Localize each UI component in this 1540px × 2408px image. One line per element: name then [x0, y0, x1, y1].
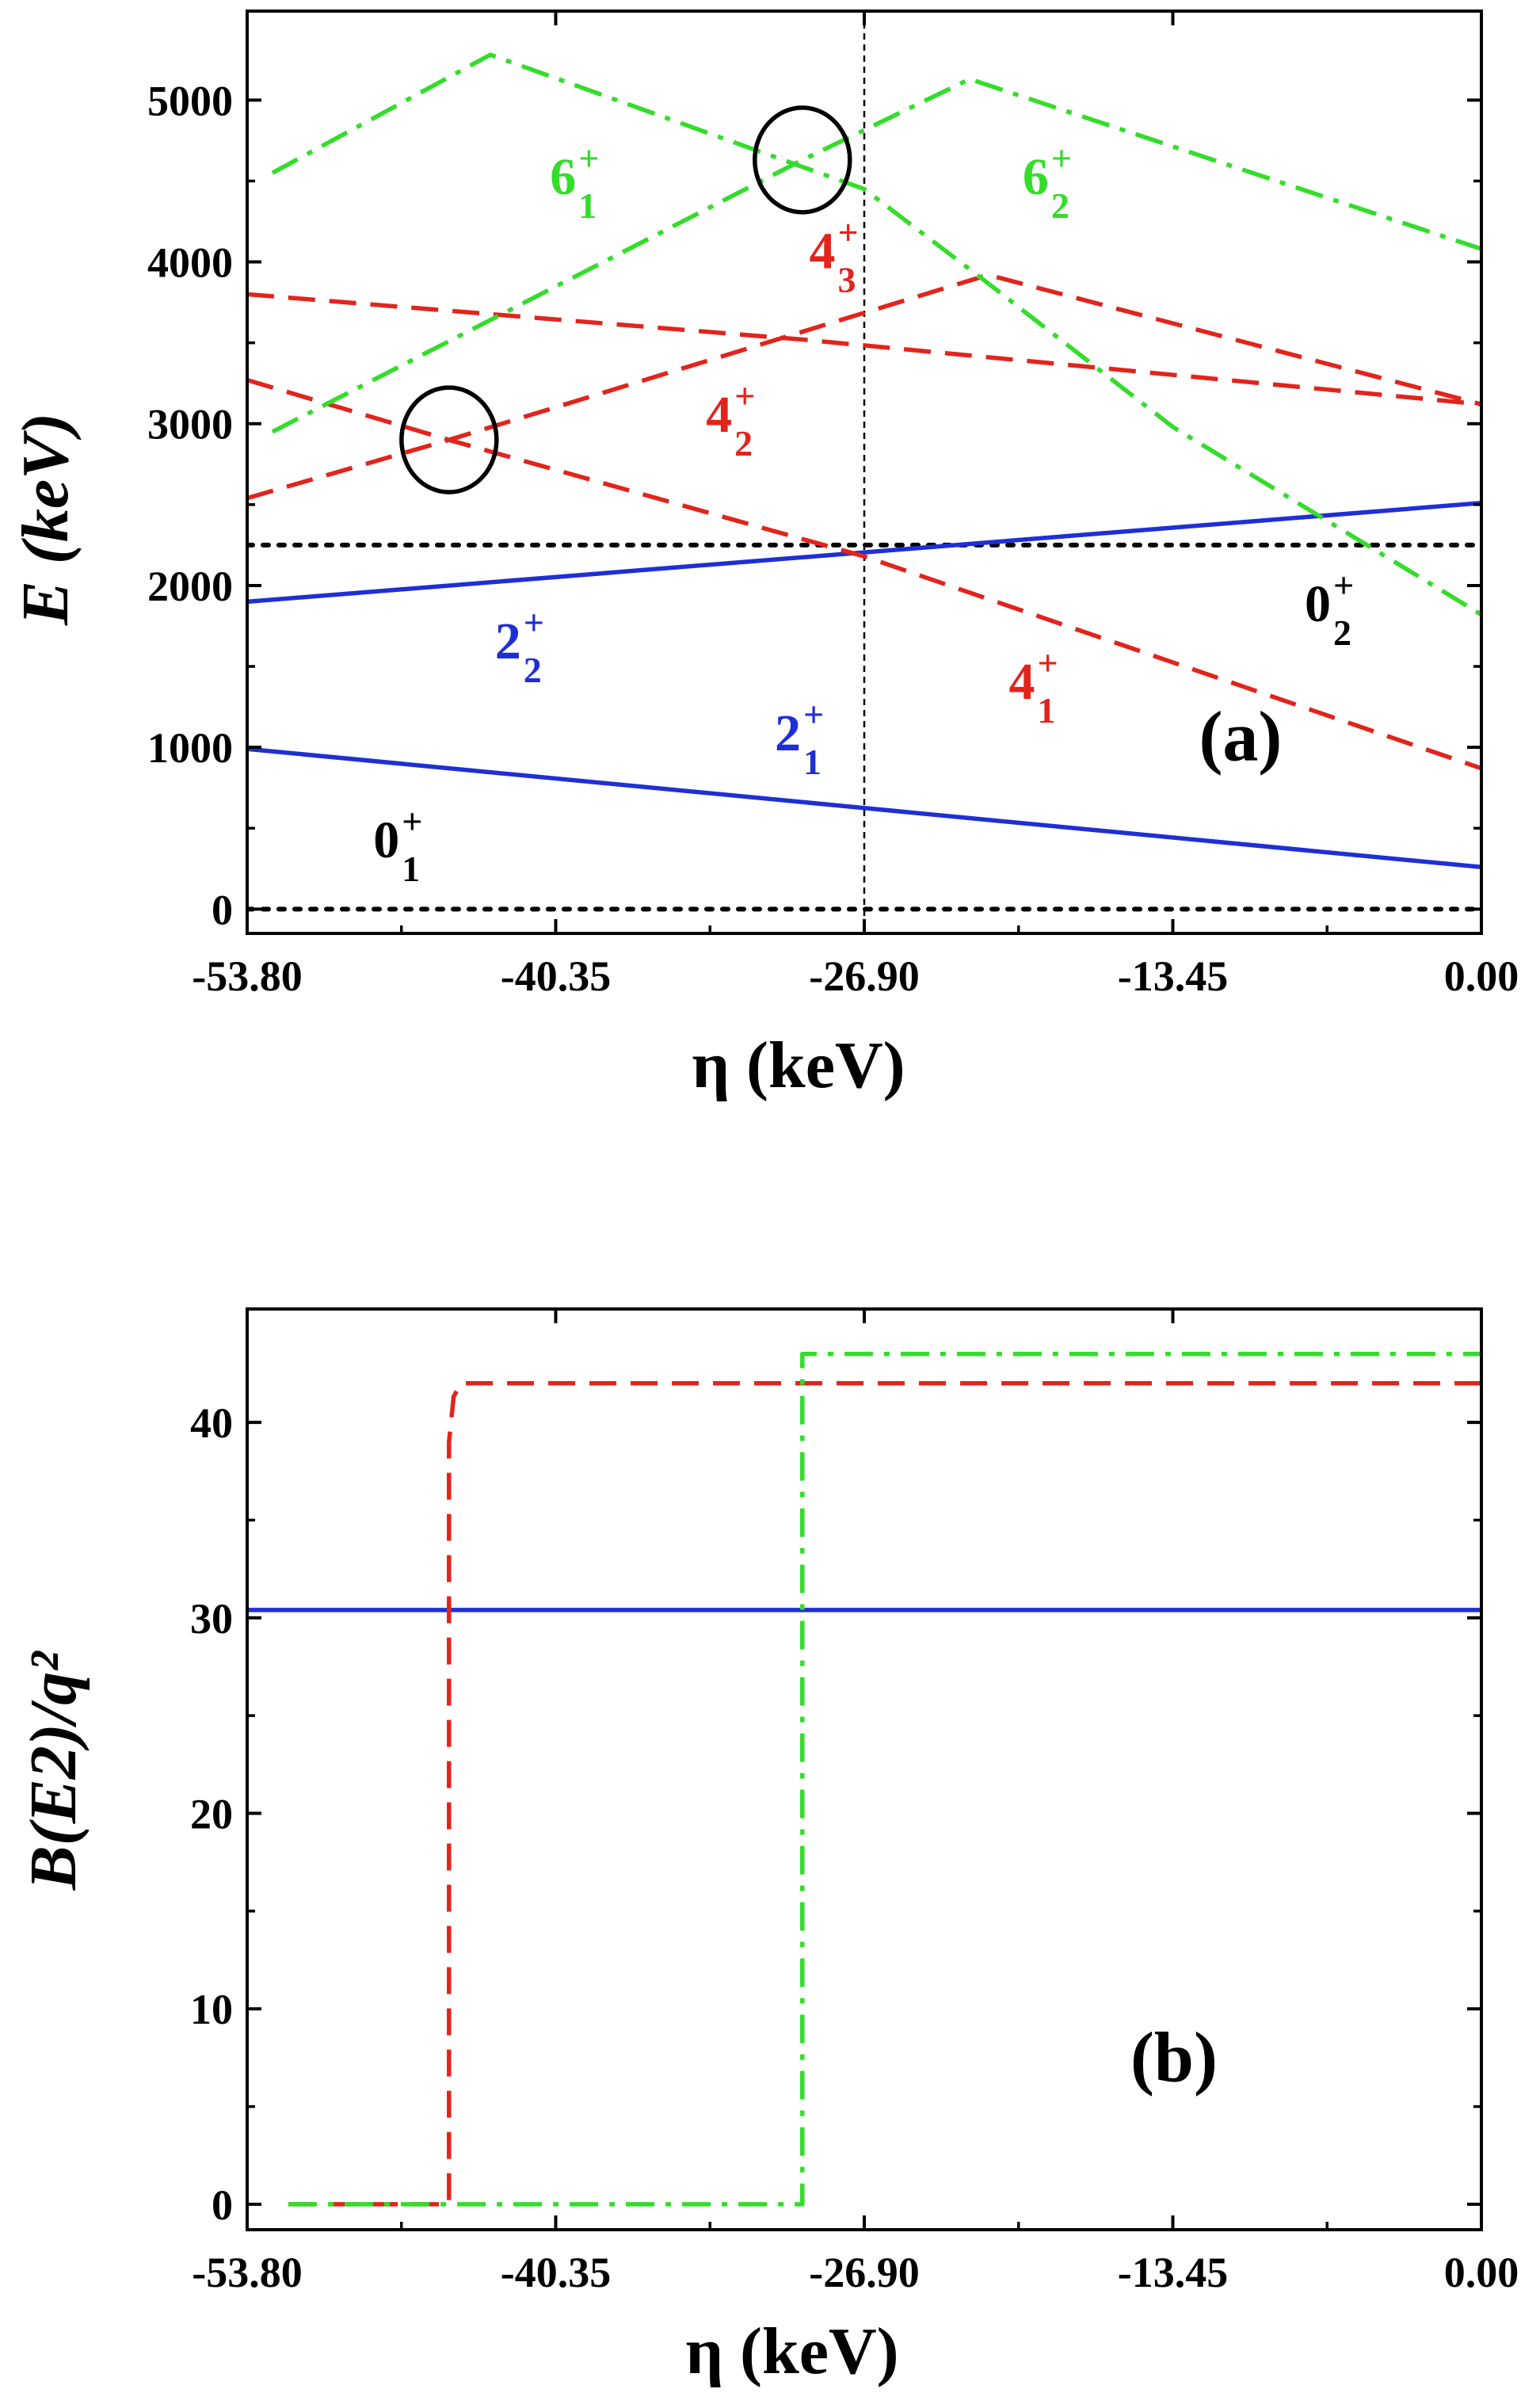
a-series-4_a [247, 377, 1481, 771]
a-y-tick-label: 0 [212, 886, 233, 933]
b-y-tick-label: 20 [190, 1791, 233, 1838]
a-series-4_c [247, 292, 1481, 406]
label-2-2-main: 2 [495, 612, 521, 670]
label-2-1-main: 2 [775, 704, 801, 762]
label-2-2-sup: + [524, 602, 544, 643]
label-4-1: 4 +1 [1008, 643, 1058, 731]
a-x-tick-label: -13.45 [1118, 952, 1228, 1000]
panel-a-tag: (a) [1199, 697, 1282, 776]
label-0-2: 0 +2 [1305, 565, 1354, 653]
label-0-1-sub: 1 [402, 849, 420, 889]
a-series-6_a [271, 52, 1481, 617]
label-4-2: 4 +2 [706, 376, 755, 464]
label-0-2-sub: 2 [1333, 612, 1351, 653]
label-4-2-sub: 2 [734, 423, 753, 464]
b-y-tick-label: 10 [190, 1986, 233, 2033]
label-4-3-main: 4 [809, 223, 835, 280]
panel-b-y-ticks: 0 10 20 30 40 [190, 1399, 1481, 2229]
a-crossing-circle [399, 385, 499, 494]
panel-a-x-axis-title: η (keV) [692, 1028, 905, 1102]
label-6-1-main: 6 [550, 148, 576, 206]
a-x-tick-label: -53.80 [192, 952, 302, 1000]
label-6-2-main: 6 [1023, 148, 1049, 206]
label-2-2-sub: 2 [524, 650, 542, 690]
label-4-1-sub: 1 [1037, 690, 1055, 731]
a-series-2_1 [247, 746, 1481, 870]
a-y-tick-label: 1000 [147, 724, 233, 772]
panel-b-tag: (b) [1130, 2019, 1218, 2097]
b-y-tick-label: 0 [212, 2181, 233, 2229]
b-series-group [247, 1351, 1481, 2207]
label-6-2-sup: + [1051, 138, 1072, 178]
label-6-2: 6 +2 [1023, 138, 1072, 226]
label-4-3-sub: 3 [837, 260, 856, 300]
label-0-1-main: 0 [373, 811, 399, 869]
label-4-2-sup: + [734, 376, 755, 416]
a-series-6_b [271, 77, 1481, 434]
label-6-1-sup: + [578, 138, 599, 178]
a-y-tick-label: 3000 [147, 401, 233, 448]
label-6-1: 6 +1 [550, 138, 599, 226]
panel-a-y-ticks: 0 1000 2000 3000 4000 5000 [147, 77, 1481, 933]
panel-a-level-labels: 6 +1 6 +24 +34 +24 +10 +22 +22 +10 +1 [373, 138, 1354, 889]
label-4-3-sup: + [837, 212, 858, 253]
label-6-1-sub: 1 [578, 185, 597, 226]
b-x-tick-label: -40.35 [501, 2249, 611, 2296]
a-x-tick-label: 0.00 [1444, 952, 1519, 1000]
a-crossing-circle [753, 105, 852, 215]
b-y-tick-label: 30 [190, 1595, 233, 1643]
b-x-tick-label: -13.45 [1118, 2249, 1228, 2296]
label-4-3: 4 +3 [809, 212, 858, 300]
panel-a-plot-area [246, 10, 1483, 935]
a-y-tick-label: 2000 [147, 563, 233, 610]
label-2-1: 2 +1 [775, 694, 824, 782]
a-x-tick-label: -26.90 [809, 952, 919, 1000]
panel-a-y-axis-title: E (keV) [9, 413, 82, 626]
panel-a: -53.80 -40.35 -26.90 -13.45 0.00 01000200030… [9, 10, 1519, 1102]
a-series-4_b [247, 273, 1481, 501]
label-4-1-sup: + [1037, 643, 1058, 683]
a-y-tick-label: 4000 [147, 239, 233, 287]
label-6-2-sub: 2 [1051, 185, 1069, 226]
b-x-tick-label: -26.90 [809, 2249, 919, 2296]
panel-a-x-ticks: -53.80 -40.35 -26.90 -13.45 0.00 [192, 11, 1519, 1000]
label-2-2: 2 +2 [495, 602, 544, 690]
b-y-tick-label: 40 [190, 1399, 233, 1447]
label-2-1-sub: 1 [803, 742, 821, 782]
b-x-tick-label: -53.80 [192, 2249, 302, 2296]
label-2-1-sup: + [803, 694, 824, 735]
label-4-2-main: 4 [706, 386, 732, 444]
b-x-tick-label: 0.00 [1444, 2249, 1519, 2296]
panel-b-x-ticks: -53.80 -40.35 -26.90 -13.45 0.00 [192, 1309, 1519, 2296]
label-0-2-main: 0 [1305, 575, 1331, 633]
b-series-be2-green [288, 1351, 1481, 2207]
a-series-group [247, 11, 1481, 933]
panel-b-x-axis-title: η (keV) [685, 2315, 898, 2388]
panel-b: -53.80 -40.35 -26.90 -13.45 0.00 0 10 20 30 40 (… [17, 1307, 1519, 2388]
label-0-2-sup: + [1333, 565, 1354, 605]
a-y-tick-label: 5000 [147, 77, 233, 124]
label-0-1: 0 +1 [373, 801, 422, 889]
label-0-1-sup: + [402, 801, 422, 841]
a-x-tick-label: -40.35 [501, 952, 611, 1000]
panel-b-y-axis-title: B(E2)/q² [17, 1650, 90, 1891]
a-series-2_2 [247, 501, 1481, 605]
label-4-1-main: 4 [1008, 653, 1035, 711]
